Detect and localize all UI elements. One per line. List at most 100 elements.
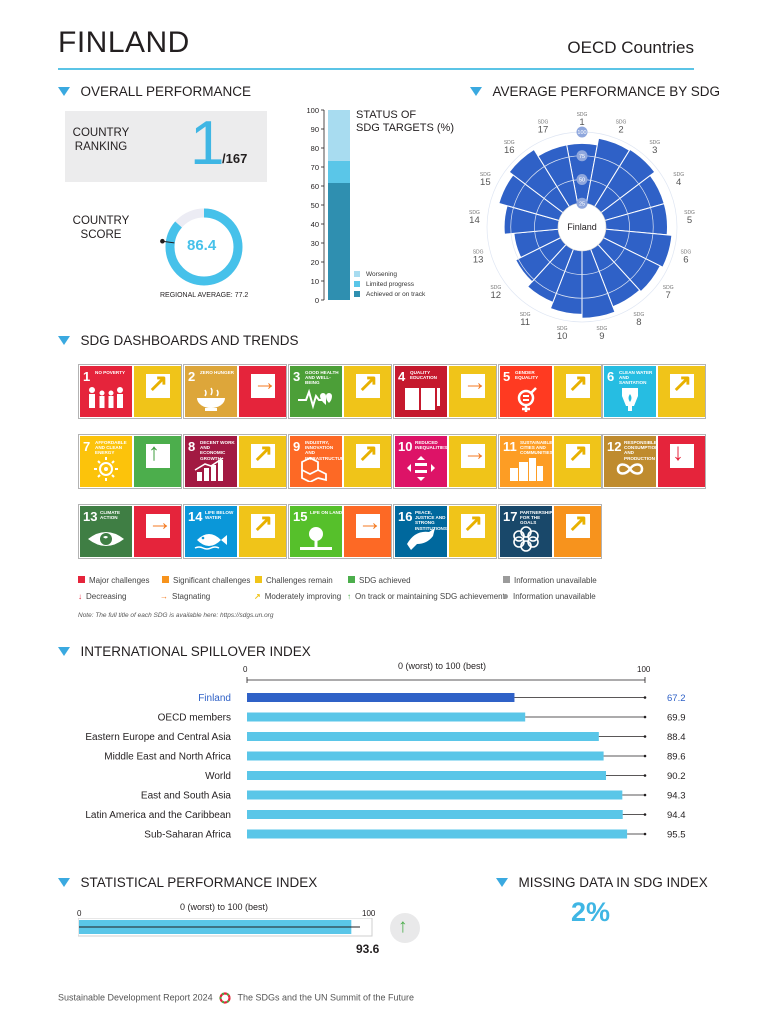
legend-info1-text: Information unavailable bbox=[514, 576, 597, 585]
radar-sdg-label: 15 bbox=[480, 177, 491, 188]
radar-sdg-prefix: SDG bbox=[520, 312, 531, 318]
spillover-row-name: Middle East and North Africa bbox=[104, 752, 231, 763]
radar-sdg-label: 12 bbox=[491, 290, 502, 301]
legend-remain: Challenges remain bbox=[255, 576, 333, 585]
radar-sdg-label: 9 bbox=[599, 331, 604, 342]
radar-ring-label: 50 bbox=[579, 178, 585, 184]
status-tick-label: 20 bbox=[311, 258, 319, 267]
trend-box bbox=[146, 374, 170, 398]
status-bar-achieved bbox=[328, 183, 350, 300]
tree-icon bbox=[296, 526, 336, 557]
sdg-wheel-icon bbox=[219, 992, 231, 1004]
spillover-bar bbox=[247, 771, 606, 780]
legend-stagnating: → Stagnating bbox=[160, 592, 210, 601]
legend-swatch-worsening bbox=[354, 271, 360, 277]
sdg-tile-number: 4 bbox=[398, 369, 406, 384]
sdg-tile-1: 1 NO POVERTY ↗ bbox=[78, 364, 182, 419]
spillover-end-dot bbox=[643, 715, 647, 719]
trend-box bbox=[356, 514, 380, 538]
radar-sdg-label: 14 bbox=[469, 215, 480, 226]
radar-sdg-label: 11 bbox=[520, 317, 530, 328]
trend-decreasing-icon: ↓ bbox=[672, 439, 684, 466]
spi-heading: STATISTICAL PERFORMANCE INDEX bbox=[58, 874, 317, 892]
gender-icon bbox=[506, 386, 546, 417]
trend-moderately-improving-icon: ↗ bbox=[148, 370, 169, 397]
sdg-tile-name: AFFORDABLE AND CLEAN ENERGY bbox=[95, 440, 127, 456]
spillover-end-dot bbox=[643, 754, 647, 758]
legend-major: Major challenges bbox=[78, 576, 149, 585]
sun-icon bbox=[86, 456, 126, 487]
status-legend-worsening: Worsening bbox=[366, 271, 397, 278]
sdg-status-cell: → bbox=[449, 366, 496, 417]
regional-average-marker bbox=[160, 238, 165, 244]
legend-significant-text: Significant challenges bbox=[173, 576, 251, 585]
sdg-tile-name: NO POVERTY bbox=[95, 370, 126, 375]
dashboard-title: SDG DASHBOARDS AND TRENDS bbox=[80, 333, 299, 348]
bowl-icon bbox=[191, 386, 231, 417]
radar-ring-badge bbox=[576, 150, 588, 162]
trend-moderately-improving-icon: ↗ bbox=[568, 370, 589, 397]
trend-moderately-improving-icon: ↗ bbox=[253, 440, 274, 467]
spillover-row-name: East and South Asia bbox=[141, 791, 232, 802]
sdg-tile-8: 8 DECENT WORK AND ECONOMIC GROWTH ↗ bbox=[183, 434, 287, 489]
spillover-heading: INTERNATIONAL SPILLOVER INDEX bbox=[58, 643, 311, 661]
legend-decreasing: ↓ Decreasing bbox=[78, 592, 126, 601]
trend-box bbox=[356, 444, 380, 468]
sdg-status-cell: ↗ bbox=[554, 506, 601, 557]
sdg-status-cell: ↗ bbox=[554, 436, 601, 487]
sdg-tile-name: ZERO HUNGER bbox=[200, 370, 234, 375]
city-icon bbox=[506, 456, 546, 487]
sdg-tile-9: 9 INDUSTRY, INNOVATION AND INFRASTRUCTURE… bbox=[288, 434, 392, 489]
trend-stagnating-icon: → bbox=[358, 509, 382, 536]
dashboard-heading: SDG DASHBOARDS AND TRENDS bbox=[58, 332, 299, 350]
section-triangle-icon bbox=[496, 878, 508, 887]
sdg-icon-square: 13 CLIMATE ACTION bbox=[80, 506, 132, 557]
radar-sdg-prefix: SDG bbox=[480, 172, 491, 178]
spillover-title: INTERNATIONAL SPILLOVER INDEX bbox=[80, 644, 311, 659]
trend-moderately-improving-icon: ↗ bbox=[672, 370, 693, 397]
sdg-tile-name: PARTNERSHIPS FOR THE GOALS bbox=[520, 510, 556, 526]
arrow-up-right-icon: ↗ bbox=[254, 592, 261, 601]
sdg-tile-number: 6 bbox=[607, 369, 615, 384]
sdg-status-cell: → bbox=[239, 366, 286, 417]
sdg-tile-name: PEACE, JUSTICE AND STRONG INSTITUTIONS bbox=[415, 510, 447, 531]
spi-bar-track bbox=[78, 918, 373, 937]
family-icon bbox=[86, 386, 126, 417]
spillover-row-value: 88.4 bbox=[667, 732, 686, 743]
radar-slice-sdg-16 bbox=[508, 148, 583, 228]
sdg-tile-number: 14 bbox=[188, 509, 203, 524]
spillover-row-name: Eastern Europe and Central Asia bbox=[85, 732, 231, 743]
trend-moderately-improving-icon: ↗ bbox=[358, 440, 379, 467]
radar-sdg-prefix: SDG bbox=[557, 326, 568, 332]
radar-ring-label: 25 bbox=[579, 201, 585, 207]
radar-slice-sdg-3 bbox=[581, 148, 656, 228]
footer: Sustainable Development Report 2024 The … bbox=[58, 992, 414, 1004]
radar-sdg-prefix: SDG bbox=[680, 250, 691, 256]
dove-icon bbox=[401, 526, 441, 557]
sdg-tile-number: 10 bbox=[398, 439, 413, 454]
spillover-axis-max: 100 bbox=[637, 665, 651, 674]
radar-slice-sdg-6 bbox=[581, 226, 673, 268]
spillover-row-value: 90.2 bbox=[667, 771, 686, 782]
sdg-tile-name: DECENT WORK AND ECONOMIC GROWTH bbox=[200, 440, 235, 461]
sdg-tile-17: 17 PARTNERSHIPS FOR THE GOALS ↗ bbox=[498, 504, 602, 559]
sdg-status-cell: ↑ bbox=[134, 436, 181, 487]
trend-box bbox=[146, 514, 170, 538]
sdg-tile-15: 15 LIFE ON LAND → bbox=[288, 504, 392, 559]
status-tick-label: 80 bbox=[311, 144, 319, 153]
sdg-status-cell: ↗ bbox=[449, 506, 496, 557]
status-tick-label: 70 bbox=[311, 163, 319, 172]
spi-value: 93.6 bbox=[356, 942, 380, 956]
trend-stagnating-icon: → bbox=[148, 509, 172, 536]
spillover-bar bbox=[247, 732, 599, 741]
score-gauge-arc bbox=[165, 208, 243, 286]
legend-major-text: Major challenges bbox=[89, 576, 150, 585]
trend-box bbox=[566, 374, 590, 398]
sdg-tile-number: 7 bbox=[83, 439, 91, 454]
radar-sdg-prefix: SDG bbox=[673, 172, 684, 178]
status-tick-label: 50 bbox=[311, 201, 319, 210]
sdg-tile-11: 11 SUSTAINABLE CITIES AND COMMUNITIES ↗ bbox=[498, 434, 602, 489]
section-triangle-icon bbox=[58, 87, 70, 96]
